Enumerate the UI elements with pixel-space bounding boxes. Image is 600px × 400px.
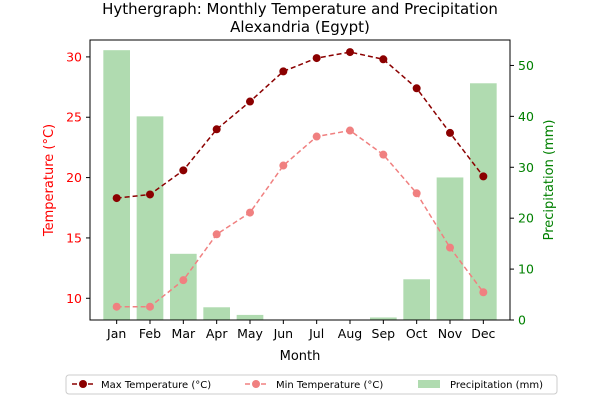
min-temp-point <box>479 288 488 297</box>
legend-box <box>65 374 558 395</box>
legend-item-min: Min Temperature (°C) <box>245 380 383 391</box>
y-right-tick-label: 10 <box>518 262 534 277</box>
max-temp-point <box>179 166 188 175</box>
precip-bar <box>103 50 130 320</box>
chart-title-line1: Hythergraph: Monthly Temperature and Pre… <box>102 0 498 18</box>
legend-min-marker <box>252 380 260 388</box>
x-tick-label: Nov <box>438 326 463 341</box>
x-tick-label: Mar <box>172 326 196 341</box>
max-temp-line <box>116 51 484 199</box>
min-temp-point <box>112 302 121 311</box>
x-tick-label: Dec <box>471 326 495 341</box>
y-axis-right: 0 10 20 30 40 50 <box>510 58 534 328</box>
x-tick-label: May <box>237 326 263 341</box>
x-tick-label: Feb <box>139 326 161 341</box>
legend-precip-swatch <box>418 380 440 388</box>
precip-bar <box>370 317 397 320</box>
y-left-tick-label: 30 <box>66 49 82 64</box>
x-tick-label: Jan <box>106 326 126 341</box>
y-right-tick-label: 0 <box>518 313 526 328</box>
max-temp-point <box>446 128 454 137</box>
precip-bar <box>203 307 230 320</box>
chart-title-line2: Alexandria (Egypt) <box>230 18 370 36</box>
legend-precip-label: Precipitation (mm) <box>450 380 543 391</box>
x-tick-label: Jul <box>308 326 324 341</box>
y-left-tick-label: 20 <box>66 170 82 185</box>
max-temp-point <box>246 97 254 106</box>
x-tick-label: Aug <box>338 326 362 341</box>
y-axis-right-label: Precipitation (mm) <box>542 120 557 241</box>
y-left-tick-label: 10 <box>66 291 82 306</box>
x-tick-label: Oct <box>406 326 428 341</box>
x-tick-label: Jun <box>273 326 294 341</box>
x-axis: Jan Feb Mar Apr May Jun Jul Aug Sep Oct Nov Dec <box>106 320 496 341</box>
max-temp-point <box>279 67 288 76</box>
min-temp-point <box>446 243 454 252</box>
precip-bar <box>136 116 164 320</box>
plot-frame <box>89 39 511 321</box>
max-temp-point <box>379 55 388 64</box>
legend-item-max: Max Temperature (°C) <box>72 380 211 391</box>
y-right-tick-label: 20 <box>518 211 534 226</box>
legend: Max Temperature (°C) Min Temperature (°C… <box>65 374 558 395</box>
min-temp-line <box>116 129 484 308</box>
legend-item-precip: Precipitation (mm) <box>418 380 543 391</box>
temperature-lines <box>112 48 488 311</box>
precip-bar <box>403 279 430 320</box>
min-temp-point <box>146 302 154 311</box>
max-temp-point <box>212 125 221 134</box>
y-left-tick-label: 15 <box>66 230 82 245</box>
max-temp-point <box>479 172 488 181</box>
max-temp-point <box>412 84 421 93</box>
legend-max-marker <box>79 380 87 388</box>
legend-max-label: Max Temperature (°C) <box>101 380 211 391</box>
min-temp-point <box>379 150 388 159</box>
x-tick-label: Apr <box>206 326 228 341</box>
y-axis-left-label: Temperature (°C) <box>42 124 57 237</box>
max-temp-point <box>346 48 354 57</box>
legend-min-label: Min Temperature (°C) <box>276 380 383 391</box>
min-temp-point <box>346 126 354 135</box>
max-temp-point <box>312 54 321 63</box>
y-right-tick-label: 30 <box>518 160 534 175</box>
min-temp-point <box>246 208 254 217</box>
y-right-tick-label: 50 <box>518 58 534 73</box>
x-tick-label: Sep <box>372 326 396 341</box>
precip-bar <box>236 314 264 320</box>
max-temp-point <box>112 194 121 203</box>
y-axis-left: 10 15 20 25 30 <box>66 49 90 306</box>
y-right-tick-label: 40 <box>518 109 534 124</box>
min-temp-point <box>412 189 421 198</box>
min-temp-point <box>212 230 221 239</box>
min-temp-point <box>279 161 288 170</box>
max-temp-point <box>146 190 154 199</box>
y-left-tick-label: 25 <box>66 110 82 125</box>
precip-bar <box>470 83 497 320</box>
min-temp-point <box>179 276 188 285</box>
x-axis-label: Month <box>280 349 321 364</box>
min-temp-point <box>312 132 321 141</box>
